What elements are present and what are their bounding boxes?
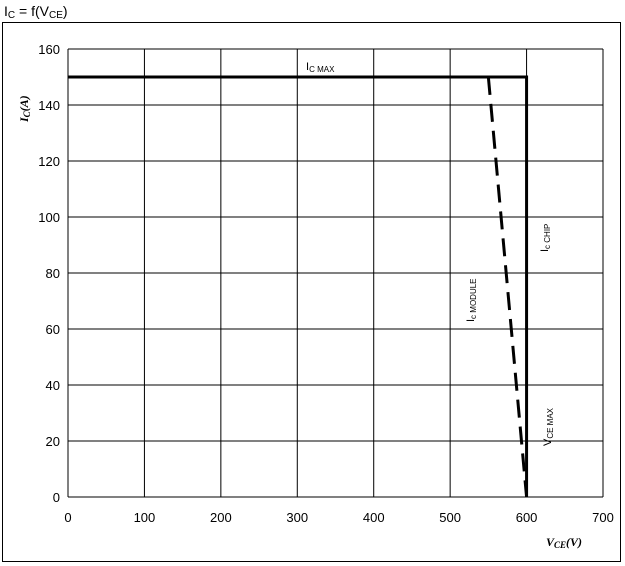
- grid: [67, 48, 604, 498]
- y-tick-label: 60: [46, 322, 60, 337]
- x-axis-label: VCE(V): [546, 535, 582, 550]
- annotation-ic-chip: Ic CHIP: [539, 224, 552, 252]
- y-tick-label: 100: [38, 210, 60, 225]
- chart-frame: [2, 22, 621, 562]
- y-axis-label: IC(A): [17, 95, 32, 123]
- series: [68, 75, 529, 498]
- x-tick-label: 500: [439, 510, 461, 525]
- x-tick-label: 300: [286, 510, 308, 525]
- ticks: 0 100 200 300 400 500 600 700 0 20 40 60 80 100 120 140…: [38, 42, 614, 525]
- series-line-chip: [68, 75, 529, 497]
- y-tick-label: 0: [53, 490, 60, 505]
- chart-heading: IC = f(VCE): [4, 3, 68, 21]
- x-tick-label: 0: [64, 510, 71, 525]
- y-tick-label: 40: [46, 378, 60, 393]
- x-tick-label: 100: [134, 510, 156, 525]
- series-line-module: [486, 76, 529, 498]
- y-tick-label: 160: [38, 42, 60, 57]
- y-tick-label: 80: [46, 266, 60, 281]
- x-tick-label: 200: [210, 510, 232, 525]
- annotation-ic-module: Ic MODULE: [465, 278, 478, 322]
- annotation-ic-max: IC MAX: [306, 61, 335, 74]
- annotation-vce-max: VCE MAX: [542, 407, 555, 446]
- x-tick-label: 700: [592, 510, 614, 525]
- x-tick-label: 400: [363, 510, 385, 525]
- y-tick-label: 140: [38, 98, 60, 113]
- x-tick-label: 600: [516, 510, 538, 525]
- y-tick-label: 20: [46, 434, 60, 449]
- y-tick-label: 120: [38, 154, 60, 169]
